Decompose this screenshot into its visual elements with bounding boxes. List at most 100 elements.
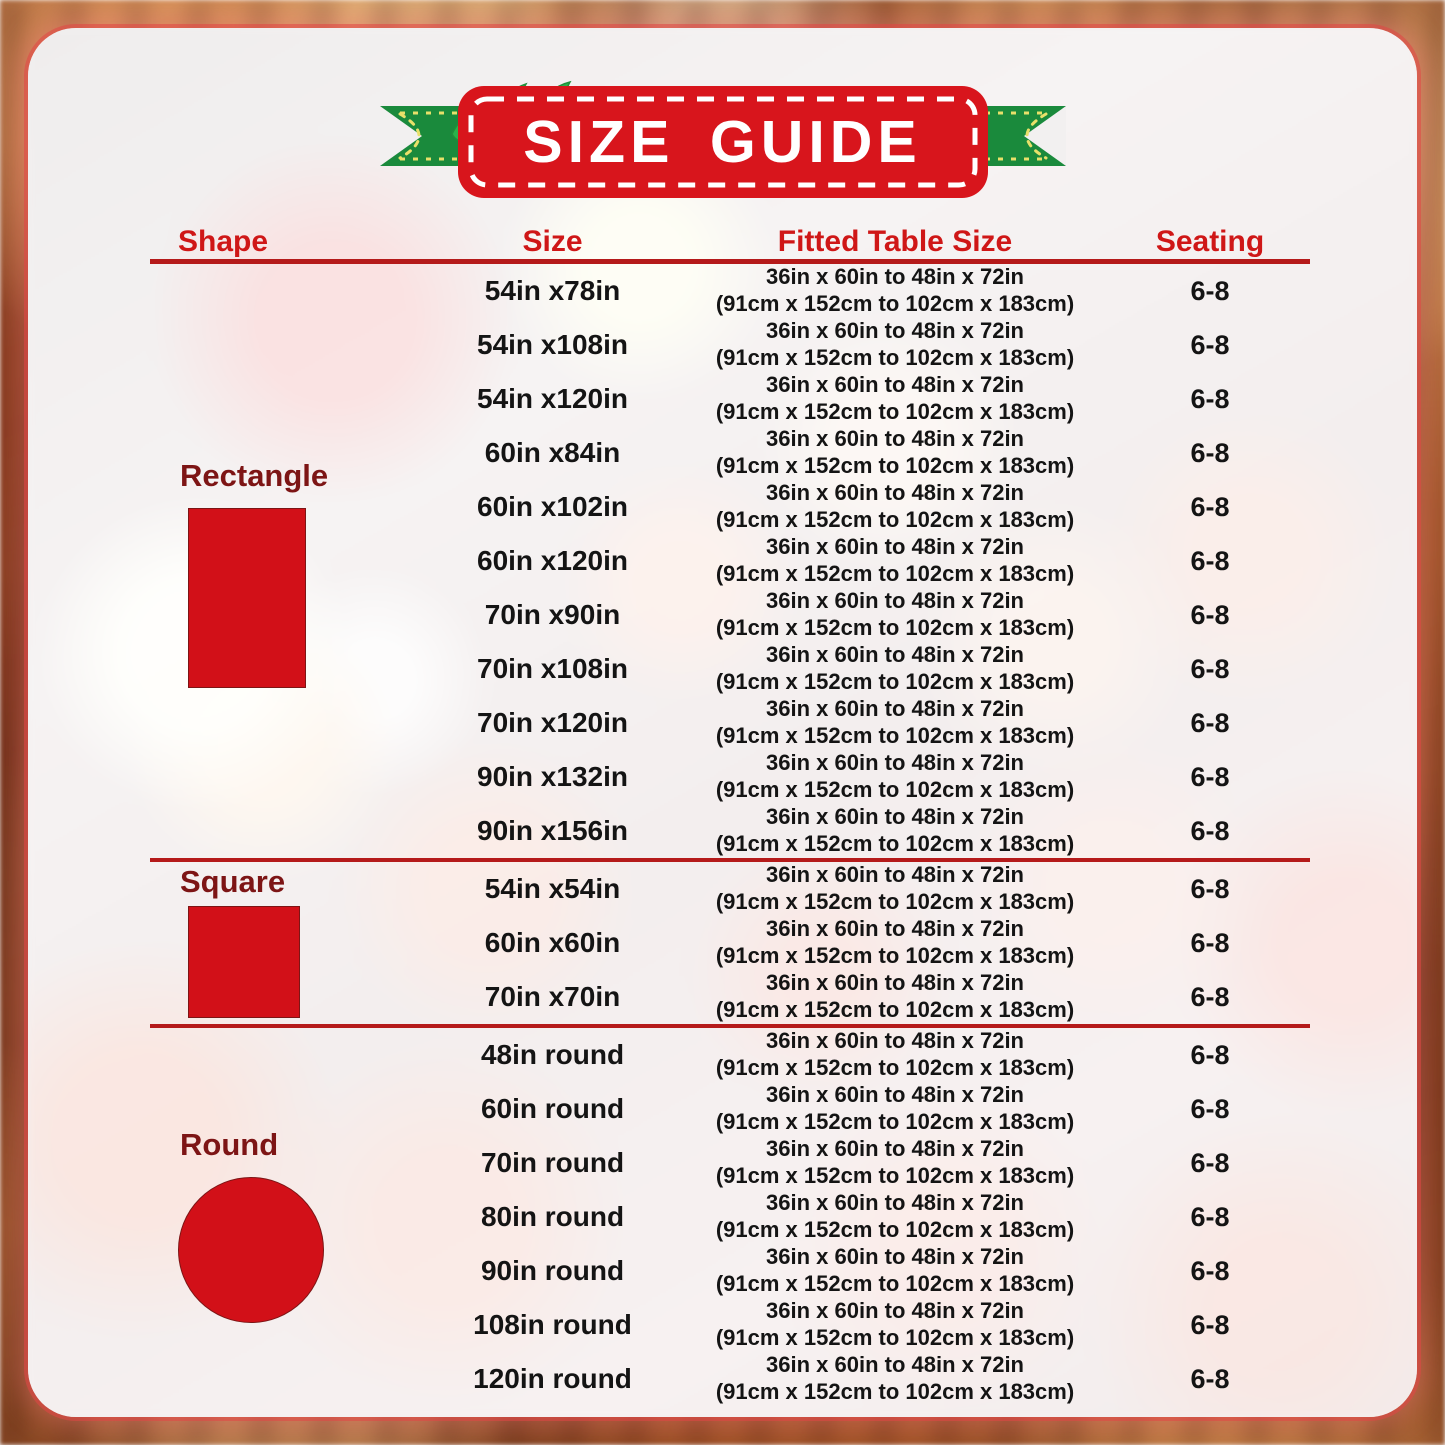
cell-size: 120in round bbox=[473, 1363, 632, 1394]
shape-cell: Round bbox=[150, 1028, 425, 1406]
cell-fitted-table-size: 36in x 60in to 48in x 72in (91cm x 152cm … bbox=[680, 1298, 1110, 1352]
cell-size: 70in round bbox=[480, 1147, 625, 1178]
cell-seating: 6-8 bbox=[1190, 491, 1230, 522]
cell-size: 60in x84in bbox=[484, 437, 621, 468]
fitted-centimeters: (91cm x 152cm to 102cm x 183cm) bbox=[715, 399, 1075, 424]
page-title: SIZE GUIDE bbox=[523, 109, 922, 175]
table-row: 80in round 36in x 60in to 48in x 72in (91c… bbox=[425, 1190, 1310, 1244]
fitted-inches: 36in x 60in to 48in x 72in bbox=[766, 480, 1024, 506]
cell-seating: 6-8 bbox=[1190, 927, 1230, 958]
cell-seating: 6-8 bbox=[1190, 1309, 1230, 1340]
shape-cell: Square bbox=[150, 862, 425, 1024]
fitted-inches: 36in x 60in to 48in x 72in bbox=[766, 750, 1024, 776]
fitted-inches: 36in x 60in to 48in x 72in bbox=[766, 696, 1024, 722]
shape-swatch-square bbox=[188, 906, 300, 1018]
cell-fitted-table-size: 36in x 60in to 48in x 72in (91cm x 152cm … bbox=[680, 696, 1110, 750]
cell-fitted-table-size: 36in x 60in to 48in x 72in (91cm x 152cm … bbox=[680, 372, 1110, 426]
table-row: 90in round 36in x 60in to 48in x 72in (91c… bbox=[425, 1244, 1310, 1298]
cell-fitted-table-size: 36in x 60in to 48in x 72in (91cm x 152cm … bbox=[680, 916, 1110, 970]
fitted-inches: 36in x 60in to 48in x 72in bbox=[766, 372, 1024, 398]
table-row: 60in round 36in x 60in to 48in x 72in (91c… bbox=[425, 1082, 1310, 1136]
shape-label: Square bbox=[180, 864, 286, 899]
fitted-centimeters: (91cm x 152cm to 102cm x 183cm) bbox=[715, 345, 1075, 370]
fitted-centimeters: (91cm x 152cm to 102cm x 183cm) bbox=[715, 453, 1075, 478]
table-row: 70in x108in 36in x 60in to 48in x 72in (91… bbox=[425, 642, 1310, 696]
column-header-size: Size bbox=[522, 225, 583, 258]
table-row: 60in x60in 36in x 60in to 48in x 72in (91c… bbox=[425, 916, 1310, 970]
cell-seating: 6-8 bbox=[1190, 437, 1230, 468]
fitted-centimeters: (91cm x 152cm to 102cm x 183cm) bbox=[715, 997, 1075, 1022]
fitted-centimeters: (91cm x 152cm to 102cm x 183cm) bbox=[715, 1271, 1075, 1296]
cell-size: 54in x120in bbox=[477, 383, 628, 414]
fitted-inches: 36in x 60in to 48in x 72in bbox=[766, 916, 1024, 942]
column-header-shape: Shape bbox=[178, 225, 269, 258]
plate-dashed-border bbox=[468, 96, 978, 188]
fitted-centimeters: (91cm x 152cm to 102cm x 183cm) bbox=[715, 291, 1075, 316]
column-header-seating: Seating bbox=[1155, 225, 1265, 258]
cell-size: 90in round bbox=[480, 1255, 625, 1286]
fitted-centimeters: (91cm x 152cm to 102cm x 183cm) bbox=[715, 943, 1075, 968]
shape-group-square: Square 54in x54in 36in x 60in to 48in x 72… bbox=[150, 862, 1310, 1024]
cell-seating: 6-8 bbox=[1190, 761, 1230, 792]
fitted-inches: 36in x 60in to 48in x 72in bbox=[766, 264, 1024, 290]
cell-size: 54in x78in bbox=[484, 275, 621, 306]
cell-size: 60in round bbox=[480, 1093, 625, 1124]
rows-container: 54in x54in 36in x 60in to 48in x 72in (91c… bbox=[425, 862, 1310, 1024]
fitted-centimeters: (91cm x 152cm to 102cm x 183cm) bbox=[715, 507, 1075, 532]
shape-label: Round bbox=[180, 1127, 279, 1162]
rows-container: 48in round 36in x 60in to 48in x 72in (91c… bbox=[425, 1028, 1310, 1406]
rows-container: 54in x78in 36in x 60in to 48in x 72in (91c… bbox=[425, 264, 1310, 858]
table-row: 70in x120in 36in x 60in to 48in x 72in (91… bbox=[425, 696, 1310, 750]
cell-seating: 6-8 bbox=[1190, 1363, 1230, 1394]
cell-seating: 6-8 bbox=[1190, 545, 1230, 576]
cell-fitted-table-size: 36in x 60in to 48in x 72in (91cm x 152cm … bbox=[680, 804, 1110, 858]
cell-fitted-table-size: 36in x 60in to 48in x 72in (91cm x 152cm … bbox=[680, 1244, 1110, 1298]
cell-size: 108in round bbox=[473, 1309, 632, 1340]
table-row: 60in x102in 36in x 60in to 48in x 72in (91… bbox=[425, 480, 1310, 534]
table-row: 90in x156in 36in x 60in to 48in x 72in (91… bbox=[425, 804, 1310, 858]
shape-swatch-circle bbox=[178, 1177, 324, 1323]
table-row: 48in round 36in x 60in to 48in x 72in (91c… bbox=[425, 1028, 1310, 1082]
cell-seating: 6-8 bbox=[1190, 981, 1230, 1012]
cell-seating: 6-8 bbox=[1190, 873, 1230, 904]
size-guide-card: SIZE GUIDE Shape Size Fitted Table Size … bbox=[28, 28, 1417, 1417]
fitted-inches: 36in x 60in to 48in x 72in bbox=[766, 804, 1024, 830]
fitted-centimeters: (91cm x 152cm to 102cm x 183cm) bbox=[715, 889, 1075, 914]
table-row: 108in round 36in x 60in to 48in x 72in (91… bbox=[425, 1298, 1310, 1352]
table-row: 90in x132in 36in x 60in to 48in x 72in (91… bbox=[425, 750, 1310, 804]
fitted-centimeters: (91cm x 152cm to 102cm x 183cm) bbox=[715, 1163, 1075, 1188]
fitted-centimeters: (91cm x 152cm to 102cm x 183cm) bbox=[715, 1109, 1075, 1134]
fitted-centimeters: (91cm x 152cm to 102cm x 183cm) bbox=[715, 669, 1075, 694]
cell-seating: 6-8 bbox=[1190, 653, 1230, 684]
cell-size: 90in x156in bbox=[477, 815, 628, 846]
cell-size: 90in x132in bbox=[477, 761, 628, 792]
table-row: 60in x84in 36in x 60in to 48in x 72in (91c… bbox=[425, 426, 1310, 480]
fitted-centimeters: (91cm x 152cm to 102cm x 183cm) bbox=[715, 777, 1075, 802]
cell-fitted-table-size: 36in x 60in to 48in x 72in (91cm x 152cm … bbox=[680, 426, 1110, 480]
fitted-inches: 36in x 60in to 48in x 72in bbox=[766, 426, 1024, 452]
cell-seating: 6-8 bbox=[1190, 1093, 1230, 1124]
cell-seating: 6-8 bbox=[1190, 599, 1230, 630]
cell-seating: 6-8 bbox=[1190, 383, 1230, 414]
cell-fitted-table-size: 36in x 60in to 48in x 72in (91cm x 152cm … bbox=[680, 480, 1110, 534]
table-row: 54in x108in 36in x 60in to 48in x 72in (91… bbox=[425, 318, 1310, 372]
banner-graphic bbox=[380, 80, 1066, 198]
table-row: 54in x54in 36in x 60in to 48in x 72in (91c… bbox=[425, 862, 1310, 916]
fitted-centimeters: (91cm x 152cm to 102cm x 183cm) bbox=[715, 831, 1075, 856]
fitted-inches: 36in x 60in to 48in x 72in bbox=[766, 1190, 1024, 1216]
shape-label: Rectangle bbox=[180, 458, 329, 493]
cell-size: 54in x54in bbox=[484, 873, 621, 904]
fitted-centimeters: (91cm x 152cm to 102cm x 183cm) bbox=[715, 615, 1075, 640]
table-row: 54in x120in 36in x 60in to 48in x 72in (91… bbox=[425, 372, 1310, 426]
shape-swatch-rectangle bbox=[188, 508, 306, 688]
fitted-inches: 36in x 60in to 48in x 72in bbox=[766, 588, 1024, 614]
cell-fitted-table-size: 36in x 60in to 48in x 72in (91cm x 152cm … bbox=[680, 1190, 1110, 1244]
size-guide-table: Shape Size Fitted Table Size Seating Rec… bbox=[150, 193, 1310, 1406]
cell-seating: 6-8 bbox=[1190, 275, 1230, 306]
shape-group-rectangle: Rectangle 54in x78in 36in x 60in to 48in x… bbox=[150, 264, 1310, 858]
cell-size: 54in x108in bbox=[477, 329, 628, 360]
table-row: 70in round 36in x 60in to 48in x 72in (91c… bbox=[425, 1136, 1310, 1190]
cell-size: 60in x120in bbox=[477, 545, 628, 576]
table-row: 70in x90in 36in x 60in to 48in x 72in (91c… bbox=[425, 588, 1310, 642]
cell-size: 60in x60in bbox=[484, 927, 621, 958]
